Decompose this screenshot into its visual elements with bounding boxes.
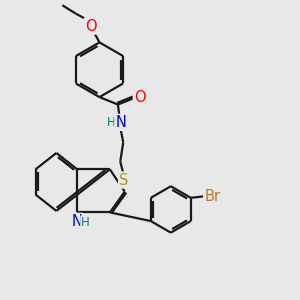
Text: O: O (134, 91, 146, 106)
Text: Br: Br (204, 189, 220, 204)
Text: N: N (116, 115, 126, 130)
Text: N: N (71, 214, 82, 229)
Text: H: H (106, 116, 115, 129)
Text: S: S (119, 172, 128, 188)
Text: O: O (85, 19, 96, 34)
Text: H: H (81, 216, 90, 229)
